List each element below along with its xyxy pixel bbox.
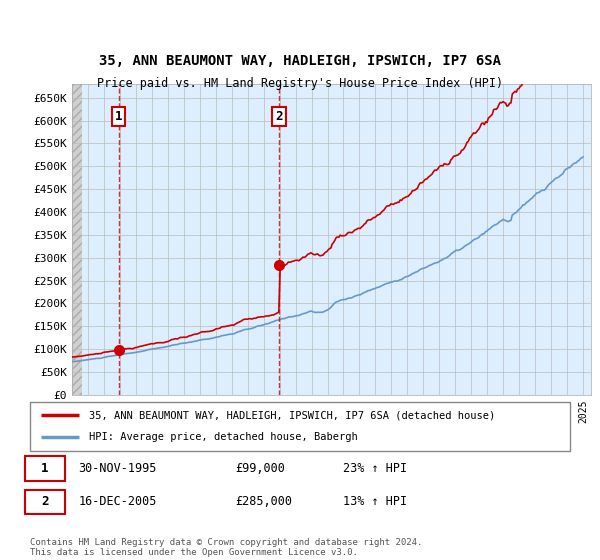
Text: 23% ↑ HPI: 23% ↑ HPI: [343, 462, 407, 475]
Text: 1: 1: [115, 110, 122, 123]
Text: 2: 2: [275, 110, 283, 123]
Text: 30-NOV-1995: 30-NOV-1995: [79, 462, 157, 475]
Text: 35, ANN BEAUMONT WAY, HADLEIGH, IPSWICH, IP7 6SA: 35, ANN BEAUMONT WAY, HADLEIGH, IPSWICH,…: [99, 54, 501, 68]
Text: 13% ↑ HPI: 13% ↑ HPI: [343, 496, 407, 508]
Text: £285,000: £285,000: [235, 496, 292, 508]
Bar: [72, 84, 82, 395]
Text: 2: 2: [41, 496, 49, 508]
Text: £99,000: £99,000: [235, 462, 285, 475]
Text: HPI: Average price, detached house, Babergh: HPI: Average price, detached house, Babe…: [89, 432, 358, 442]
FancyBboxPatch shape: [25, 489, 65, 515]
Text: Price paid vs. HM Land Registry's House Price Index (HPI): Price paid vs. HM Land Registry's House …: [97, 77, 503, 90]
Text: 1: 1: [41, 462, 49, 475]
FancyBboxPatch shape: [30, 402, 570, 451]
FancyBboxPatch shape: [25, 456, 65, 481]
Text: 35, ANN BEAUMONT WAY, HADLEIGH, IPSWICH, IP7 6SA (detached house): 35, ANN BEAUMONT WAY, HADLEIGH, IPSWICH,…: [89, 410, 496, 421]
Text: 16-DEC-2005: 16-DEC-2005: [79, 496, 157, 508]
Text: Contains HM Land Registry data © Crown copyright and database right 2024.
This d: Contains HM Land Registry data © Crown c…: [30, 538, 422, 557]
